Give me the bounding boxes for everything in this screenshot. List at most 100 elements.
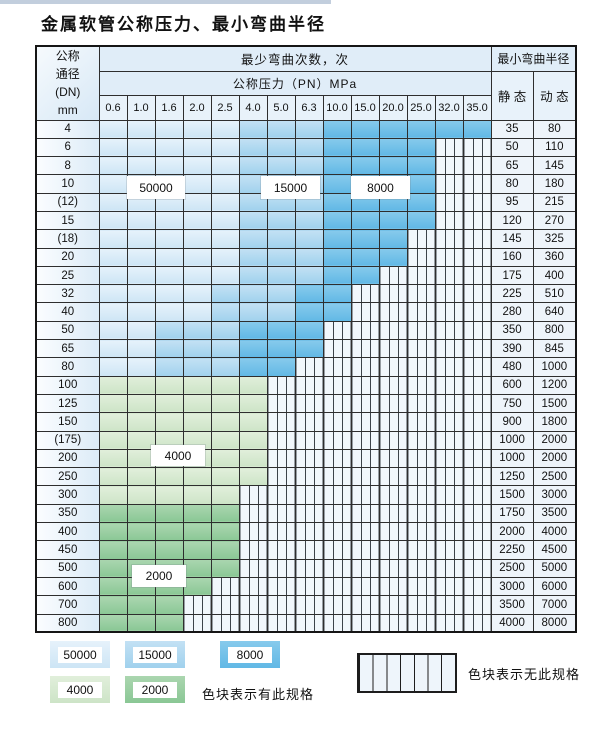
no-spec-cell: [378, 558, 408, 578]
spec-cell-50000: [98, 357, 128, 377]
spec-cell-50000: [210, 137, 240, 158]
spec-cell-4000: [98, 485, 128, 505]
spec-cell-50000: [210, 247, 240, 267]
spec-cell-50000: [210, 229, 240, 249]
static-value-cell: 1750: [490, 503, 534, 524]
spec-cell-4000: [98, 448, 128, 469]
spec-cell-4000: [210, 412, 240, 432]
pressure-column-header: 6.3: [294, 94, 324, 121]
no-spec-cell: [294, 503, 324, 524]
no-spec-cell: [266, 540, 296, 560]
dn-cell: 25: [35, 265, 100, 286]
spec-cell-2000: [182, 576, 212, 597]
legend-swatch-label: 2000: [133, 681, 177, 698]
spec-cell-4000: [126, 412, 156, 432]
no-spec-cell: [378, 485, 408, 505]
no-spec-cell: [378, 265, 408, 286]
spec-cell-4000: [210, 375, 240, 395]
no-spec-cell: [378, 448, 408, 469]
bend-cycles-label-50000: 50000: [127, 176, 185, 199]
spec-cell-8000: [406, 119, 436, 139]
spec-cell-2000: [182, 522, 212, 542]
no-spec-cell: [378, 430, 408, 450]
spec-cell-50000: [126, 284, 156, 304]
no-spec-cell: [294, 540, 324, 560]
spec-cell-50000: [126, 119, 156, 139]
spec-cell-4000: [182, 412, 212, 432]
dn-header-line: 公称: [55, 49, 80, 64]
no-spec-cell: [462, 357, 492, 377]
dn-cell: 4: [35, 119, 100, 139]
spec-cell-50000: [126, 156, 156, 176]
no-spec-cell: [434, 320, 464, 341]
no-spec-cell: [406, 485, 436, 505]
dynamic-value-cell: 180: [532, 174, 577, 194]
dynamic-value-cell: 270: [532, 210, 577, 231]
no-spec-cell: [350, 522, 380, 542]
spec-cell-8000: [322, 156, 352, 176]
spec-cell-8000: [406, 210, 436, 231]
spec-cell-2000: [98, 576, 128, 597]
bend-cycles-label-4000: 4000: [151, 445, 205, 466]
no-spec-cell: [378, 412, 408, 432]
no-spec-cell: [350, 503, 380, 524]
no-spec-cell: [322, 320, 352, 341]
spec-cell-15000: [210, 320, 240, 341]
spec-cell-4000: [126, 393, 156, 414]
spec-cell-8000: [378, 119, 408, 139]
spec-cell-2000: [154, 613, 184, 633]
dn-cell: 10: [35, 174, 100, 194]
no-spec-cell: [266, 448, 296, 469]
dn-cell: 100: [35, 375, 100, 395]
spec-cell-15000: [210, 302, 240, 322]
dn-cell: (12): [35, 192, 100, 212]
spec-cell-15000: [294, 210, 324, 231]
no-spec-cell: [406, 339, 436, 359]
spec-cell-2000: [210, 522, 240, 542]
no-spec-cell: [462, 265, 492, 286]
dn-cell: 6: [35, 137, 100, 158]
no-spec-cell: [434, 503, 464, 524]
spec-cell-8000: [350, 247, 380, 267]
no-spec-cell: [406, 357, 436, 377]
no-spec-cell: [462, 448, 492, 469]
spec-cell-2000: [210, 558, 240, 578]
spec-cell-2000: [126, 522, 156, 542]
spec-cell-2000: [98, 522, 128, 542]
spec-cell-50000: [210, 174, 240, 194]
dynamic-value-cell: 4500: [532, 540, 577, 560]
bend-cycles-label-8000: 8000: [351, 176, 410, 199]
no-spec-cell: [434, 339, 464, 359]
legend-swatch-2000: 2000: [125, 676, 185, 703]
no-spec-cell: [266, 467, 296, 487]
dynamic-value-cell: 5000: [532, 558, 577, 578]
no-spec-cell: [378, 467, 408, 487]
static-value-cell: 900: [490, 412, 534, 432]
no-spec-cell: [434, 540, 464, 560]
table-row: 15 120 270: [35, 210, 577, 231]
no-spec-cell: [462, 412, 492, 432]
spec-cell-15000: [238, 210, 268, 231]
spec-cell-15000: [294, 156, 324, 176]
dn-cell: 200: [35, 448, 100, 469]
spec-cell-4000: [210, 430, 240, 450]
no-spec-cell: [406, 522, 436, 542]
spec-cell-15000: [238, 265, 268, 286]
dynamic-value-cell: 6000: [532, 576, 577, 597]
static-value-cell: 160: [490, 247, 534, 267]
pressure-column-header: 32.0: [434, 94, 464, 121]
dynamic-value-cell: 8000: [532, 613, 577, 633]
no-spec-cell: [434, 192, 464, 212]
no-spec-cell: [294, 430, 324, 450]
spec-cell-50000: [210, 192, 240, 212]
dn-cell: 250: [35, 467, 100, 487]
spec-cell-8000: [406, 174, 436, 194]
static-value-cell: 600: [490, 375, 534, 395]
static-value-cell: 1000: [490, 430, 534, 450]
static-value-cell: 145: [490, 229, 534, 249]
no-spec-cell: [266, 430, 296, 450]
dn-header-line: mm: [57, 103, 78, 118]
spec-cell-2000: [154, 503, 184, 524]
static-header: 静 态: [490, 70, 534, 121]
no-spec-cell: [406, 320, 436, 341]
